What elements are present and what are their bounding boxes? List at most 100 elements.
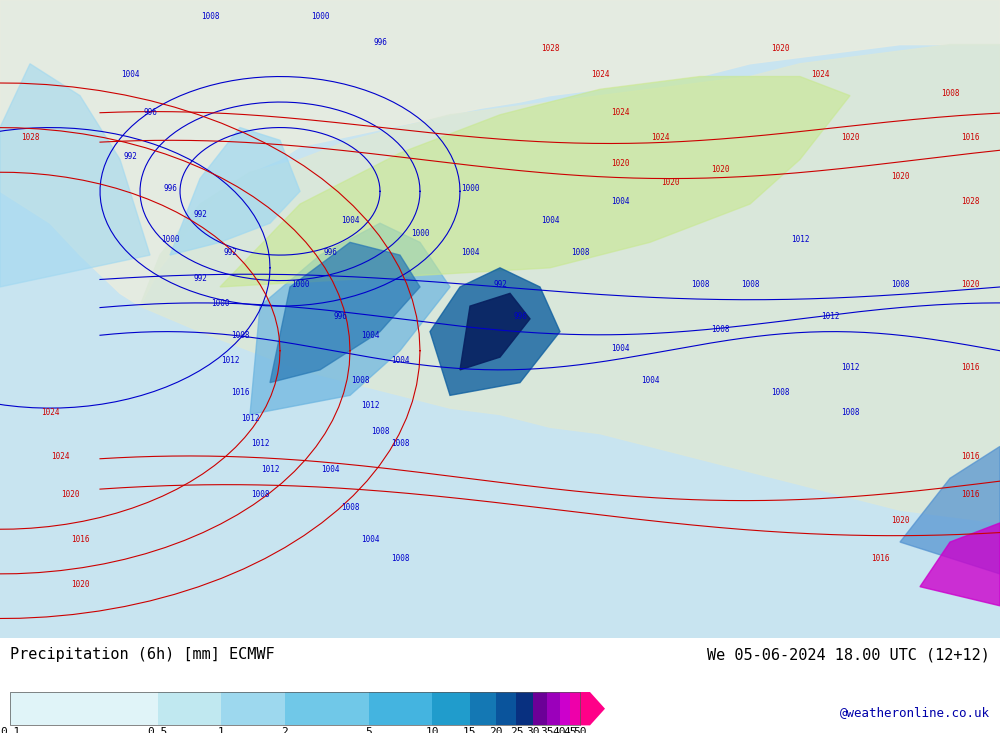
Text: 1024: 1024 bbox=[591, 70, 609, 78]
Bar bbox=[432, 692, 470, 726]
Text: @weatheronline.co.uk: @weatheronline.co.uk bbox=[840, 706, 990, 718]
Text: 1012: 1012 bbox=[361, 401, 379, 410]
Text: 1004: 1004 bbox=[641, 375, 659, 385]
Text: 1004: 1004 bbox=[391, 356, 409, 366]
Text: 1028: 1028 bbox=[961, 197, 979, 206]
Text: 996: 996 bbox=[333, 312, 347, 321]
Text: 0.5: 0.5 bbox=[147, 727, 168, 733]
Text: 0.1: 0.1 bbox=[0, 727, 20, 733]
Text: 1008: 1008 bbox=[741, 280, 759, 289]
Text: 1008: 1008 bbox=[941, 89, 959, 97]
Text: 1028: 1028 bbox=[541, 44, 559, 53]
Text: 1004: 1004 bbox=[341, 216, 359, 225]
Text: 1000: 1000 bbox=[311, 12, 329, 21]
Polygon shape bbox=[0, 64, 150, 287]
Polygon shape bbox=[900, 446, 1000, 574]
Polygon shape bbox=[460, 293, 530, 370]
Text: 1020: 1020 bbox=[71, 580, 89, 589]
Text: 1000: 1000 bbox=[161, 235, 179, 244]
Text: 1020: 1020 bbox=[891, 516, 909, 525]
Polygon shape bbox=[140, 45, 1000, 523]
Bar bbox=[470, 692, 496, 726]
Text: 1000: 1000 bbox=[411, 229, 429, 238]
Text: 20: 20 bbox=[489, 727, 503, 733]
Text: 1016: 1016 bbox=[871, 554, 889, 563]
Text: 1020: 1020 bbox=[891, 172, 909, 180]
Text: 1012: 1012 bbox=[821, 312, 839, 321]
Text: 1008: 1008 bbox=[251, 490, 269, 499]
Text: 1012: 1012 bbox=[241, 414, 259, 423]
Text: 1004: 1004 bbox=[361, 331, 379, 340]
Polygon shape bbox=[580, 692, 605, 726]
Text: 1008: 1008 bbox=[771, 388, 789, 397]
Text: 992: 992 bbox=[193, 210, 207, 219]
Text: 992: 992 bbox=[123, 152, 137, 161]
Text: 1020: 1020 bbox=[611, 159, 629, 168]
Text: 992: 992 bbox=[193, 273, 207, 283]
Text: 1012: 1012 bbox=[221, 356, 239, 366]
Bar bbox=[516, 692, 533, 726]
Polygon shape bbox=[0, 0, 1000, 638]
Text: 1008: 1008 bbox=[711, 325, 729, 334]
Bar bbox=[10, 692, 158, 726]
Text: 45: 45 bbox=[564, 727, 577, 733]
Text: 1004: 1004 bbox=[611, 197, 629, 206]
Text: 1020: 1020 bbox=[841, 133, 859, 142]
Text: 1: 1 bbox=[218, 727, 225, 733]
Text: 1008: 1008 bbox=[341, 503, 359, 512]
Text: 1020: 1020 bbox=[61, 490, 79, 499]
Text: 1024: 1024 bbox=[651, 133, 669, 142]
Text: 1004: 1004 bbox=[321, 465, 339, 474]
Bar bbox=[10, 692, 580, 726]
Text: 1008: 1008 bbox=[691, 280, 709, 289]
Text: 40: 40 bbox=[553, 727, 566, 733]
Polygon shape bbox=[170, 128, 300, 255]
Text: 35: 35 bbox=[541, 727, 554, 733]
Text: 1000: 1000 bbox=[211, 299, 229, 308]
Text: 1008: 1008 bbox=[351, 375, 369, 385]
Text: 1020: 1020 bbox=[771, 44, 789, 53]
Text: 1008: 1008 bbox=[391, 439, 409, 449]
Text: 1024: 1024 bbox=[611, 108, 629, 117]
Text: 25: 25 bbox=[510, 727, 523, 733]
Text: 1020: 1020 bbox=[661, 178, 679, 187]
Polygon shape bbox=[430, 268, 560, 395]
Text: 1008: 1008 bbox=[571, 248, 589, 257]
Bar bbox=[533, 692, 547, 726]
Text: 1012: 1012 bbox=[251, 439, 269, 449]
Polygon shape bbox=[250, 223, 450, 415]
Bar bbox=[158, 692, 221, 726]
Text: Precipitation (6h) [mm] ECMWF: Precipitation (6h) [mm] ECMWF bbox=[10, 647, 275, 662]
Bar bbox=[570, 692, 580, 726]
Bar bbox=[560, 692, 570, 726]
Text: 996: 996 bbox=[163, 184, 177, 194]
Text: 1012: 1012 bbox=[261, 465, 279, 474]
Text: 992: 992 bbox=[493, 280, 507, 289]
Bar bbox=[285, 692, 369, 726]
Text: 1004: 1004 bbox=[541, 216, 559, 225]
Text: 1016: 1016 bbox=[71, 535, 89, 544]
Text: 996: 996 bbox=[373, 37, 387, 47]
Text: 1004: 1004 bbox=[361, 535, 379, 544]
Bar bbox=[547, 692, 560, 726]
Text: 1000: 1000 bbox=[461, 184, 479, 194]
Polygon shape bbox=[920, 523, 1000, 605]
Bar bbox=[369, 692, 432, 726]
Text: 50: 50 bbox=[573, 727, 587, 733]
Text: 1024: 1024 bbox=[51, 452, 69, 461]
Text: 996: 996 bbox=[323, 248, 337, 257]
Text: 10: 10 bbox=[426, 727, 439, 733]
Text: 1020: 1020 bbox=[711, 165, 729, 174]
Text: 1004: 1004 bbox=[121, 70, 139, 78]
Bar bbox=[221, 692, 285, 726]
Text: 1012: 1012 bbox=[841, 363, 859, 372]
Text: 1008: 1008 bbox=[841, 408, 859, 416]
Text: 996: 996 bbox=[513, 312, 527, 321]
Text: 1016: 1016 bbox=[961, 490, 979, 499]
Text: 1008: 1008 bbox=[201, 12, 219, 21]
Text: 1004: 1004 bbox=[461, 248, 479, 257]
Text: 1008: 1008 bbox=[391, 554, 409, 563]
Text: 1020: 1020 bbox=[961, 280, 979, 289]
Text: 1024: 1024 bbox=[811, 70, 829, 78]
Text: We 05-06-2024 18.00 UTC (12+12): We 05-06-2024 18.00 UTC (12+12) bbox=[707, 647, 990, 662]
